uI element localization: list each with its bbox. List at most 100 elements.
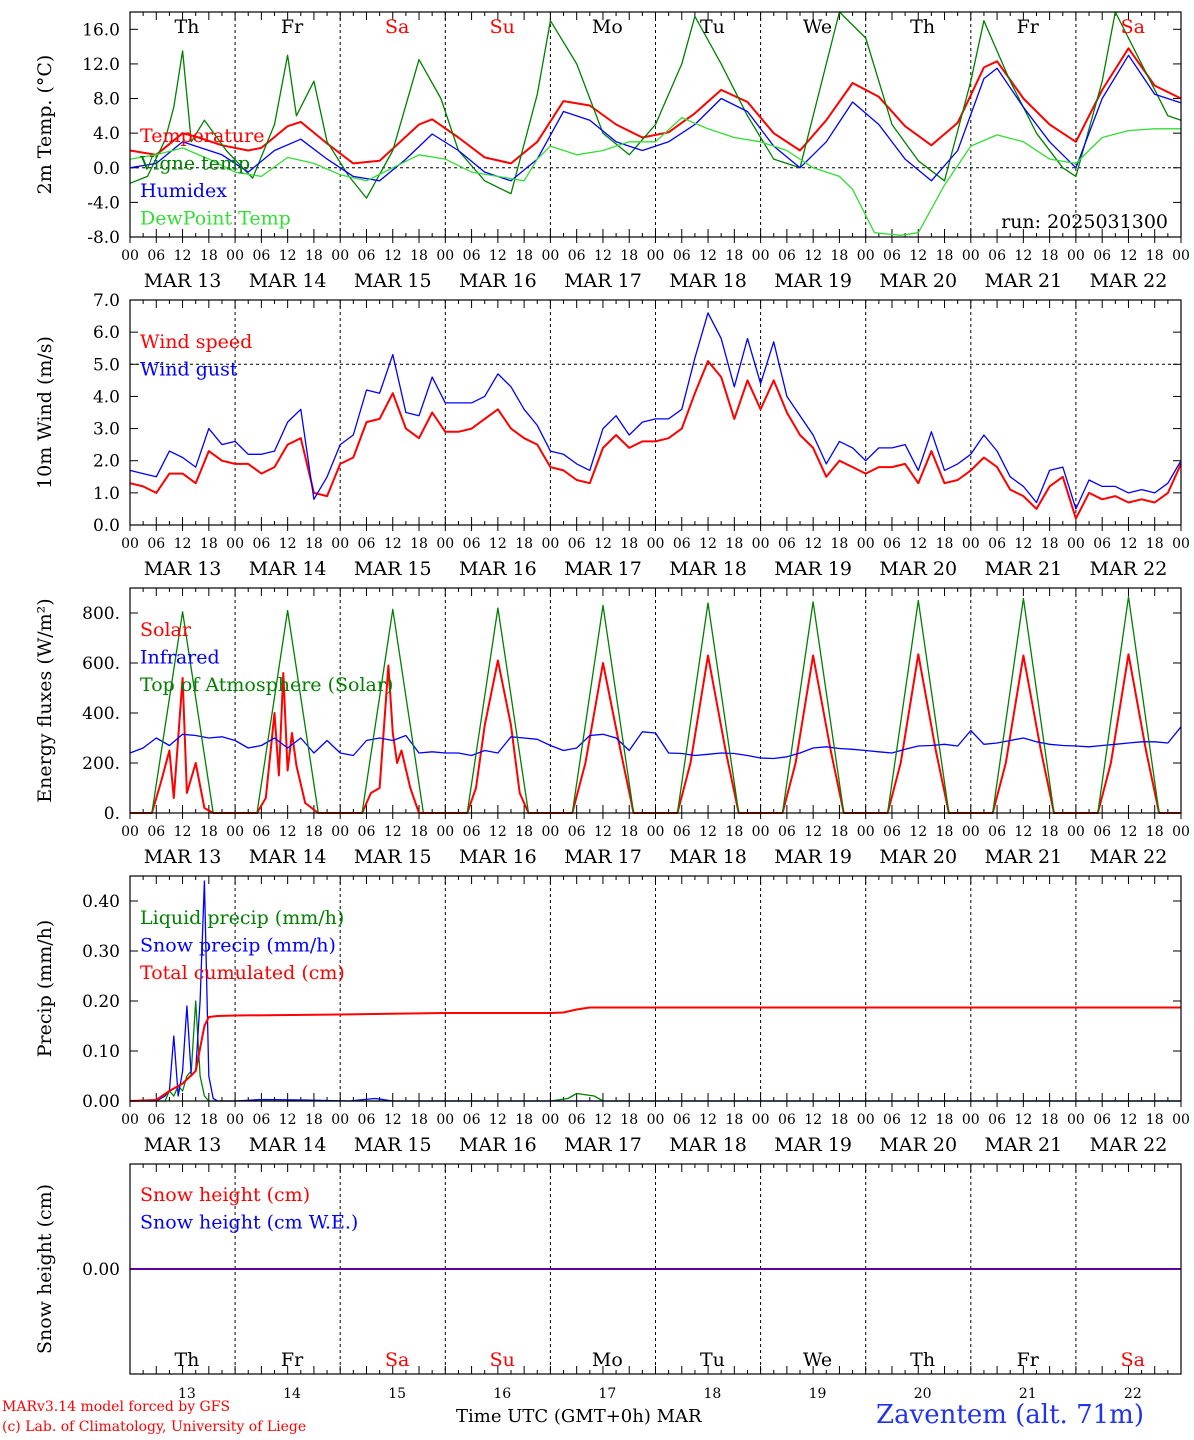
legend-entry: Temperature <box>140 125 264 147</box>
hour-tick-label: 00 <box>541 824 559 840</box>
hour-tick-label: 06 <box>673 1112 691 1128</box>
date-label: MAR 15 <box>354 558 432 580</box>
y-tick-label: 2.0 <box>93 452 120 472</box>
date-label: MAR 19 <box>774 1134 852 1156</box>
hour-tick-label: 06 <box>358 536 376 552</box>
hour-tick-label: 00 <box>962 824 980 840</box>
date-label: MAR 22 <box>1090 558 1168 580</box>
hour-tick-label: 18 <box>620 536 638 552</box>
hour-tick-label: 18 <box>410 536 428 552</box>
y-tick-label: 0.40 <box>82 892 120 912</box>
legend-entry: Vigne temp <box>139 153 250 175</box>
hour-tick-label: 12 <box>279 536 297 552</box>
y-tick-label: 3.0 <box>93 420 120 440</box>
hour-tick-label: 18 <box>410 248 428 264</box>
date-label: MAR 13 <box>144 1134 222 1156</box>
date-label: MAR 15 <box>354 270 432 292</box>
hour-tick-label: 06 <box>568 1112 586 1128</box>
panel-frame <box>129 299 1182 526</box>
series-line-temperature <box>129 47 1182 165</box>
date-label: MAR 14 <box>249 270 327 292</box>
hour-tick-label: 00 <box>436 1112 454 1128</box>
date-label: MAR 13 <box>144 846 222 868</box>
hour-tick-label: 12 <box>1120 824 1138 840</box>
weekday-label: Sa <box>1121 16 1145 38</box>
y-tick-label: 0.0 <box>93 516 120 536</box>
hour-tick-label: 06 <box>778 1112 796 1128</box>
hour-tick-label: 18 <box>620 1112 638 1128</box>
hour-tick-label: 12 <box>804 1112 822 1128</box>
date-label: MAR 19 <box>774 270 852 292</box>
hour-tick-label: 18 <box>200 248 218 264</box>
day-number-label: 17 <box>598 1386 616 1402</box>
hour-tick-label: 18 <box>1146 1112 1164 1128</box>
y-tick-label: -8.0 <box>87 228 120 248</box>
hour-tick-label: 00 <box>541 248 559 264</box>
hour-tick-label: 12 <box>384 248 402 264</box>
date-label: MAR 14 <box>249 558 327 580</box>
series-line-wind-gust <box>129 312 1182 510</box>
day-number-label: 15 <box>388 1386 406 1402</box>
y-tick-label: 800. <box>82 604 120 624</box>
panel-4: 0.00 0.10 0.20 0.30 0.40 Liquid precip (mm/h)… <box>34 875 1190 1156</box>
hour-tick-label: 18 <box>831 824 849 840</box>
hour-tick-label: 12 <box>489 1112 507 1128</box>
hour-tick-label: 06 <box>147 248 165 264</box>
hour-tick-label: 06 <box>1093 536 1111 552</box>
hour-tick-label: 06 <box>463 248 481 264</box>
date-label: MAR 17 <box>564 1134 642 1156</box>
y-tick-label: 12.0 <box>82 55 120 75</box>
legend-entry: Snow precip (mm/h) <box>140 935 336 957</box>
hour-tick-label: 00 <box>1067 248 1085 264</box>
weekday-label: Su <box>490 1349 515 1371</box>
date-label: MAR 15 <box>354 846 432 868</box>
hour-tick-label: 06 <box>1093 1112 1111 1128</box>
hour-tick-label: 18 <box>200 824 218 840</box>
hour-tick-label: 06 <box>883 536 901 552</box>
lab-credit: (c) Lab. of Climatology, University of L… <box>2 1419 307 1435</box>
weekday-label: Fr <box>1017 16 1040 38</box>
hour-tick-label: 12 <box>594 1112 612 1128</box>
date-label: MAR 21 <box>984 846 1062 868</box>
date-label: MAR 21 <box>984 1134 1062 1156</box>
date-label: MAR 18 <box>669 270 747 292</box>
hour-tick-label: 12 <box>699 1112 717 1128</box>
hour-tick-label: 00 <box>541 536 559 552</box>
hour-tick-label: 00 <box>226 1112 244 1128</box>
hour-tick-label: 06 <box>568 824 586 840</box>
date-label: MAR 20 <box>879 558 957 580</box>
hour-tick-label: 06 <box>673 824 691 840</box>
legend-entry: Humidex <box>140 180 227 202</box>
hour-tick-label: 12 <box>489 248 507 264</box>
hour-tick-label: 12 <box>1014 824 1032 840</box>
hour-tick-label: 18 <box>1041 536 1059 552</box>
hour-tick-label: 18 <box>1146 248 1164 264</box>
hour-tick-label: 00 <box>226 824 244 840</box>
hour-tick-label: 06 <box>673 536 691 552</box>
hour-tick-label: 18 <box>936 248 954 264</box>
weekday-label: Mo <box>592 16 623 38</box>
hour-tick-label: 18 <box>620 248 638 264</box>
y-tick-label: -4.0 <box>87 193 120 213</box>
hour-tick-label: 06 <box>1093 248 1111 264</box>
hour-tick-label: 12 <box>489 824 507 840</box>
weekday-label: Mo <box>592 1349 623 1371</box>
hour-tick-label: 00 <box>226 536 244 552</box>
hour-tick-label: 06 <box>463 1112 481 1128</box>
hour-tick-label: 06 <box>778 536 796 552</box>
hour-tick-label: 00 <box>1067 1112 1085 1128</box>
date-label: MAR 16 <box>459 846 537 868</box>
hour-tick-label: 12 <box>1120 248 1138 264</box>
y-tick-label: 600. <box>82 654 120 674</box>
hour-tick-label: 18 <box>515 248 533 264</box>
panel-3: 0. 200. 400. 600. 800. Solar Infrared Top of At… <box>34 587 1190 868</box>
y-tick-label: 0.20 <box>82 992 120 1012</box>
hour-tick-label: 06 <box>778 824 796 840</box>
panel-frame <box>129 875 1182 1102</box>
hour-tick-label: 00 <box>121 536 139 552</box>
hour-tick-label: 06 <box>1093 824 1111 840</box>
hour-tick-label: 12 <box>279 1112 297 1128</box>
y-tick-label: 0.30 <box>82 942 120 962</box>
y-tick-label: 0.10 <box>82 1042 120 1062</box>
hour-tick-label: 00 <box>1067 824 1085 840</box>
